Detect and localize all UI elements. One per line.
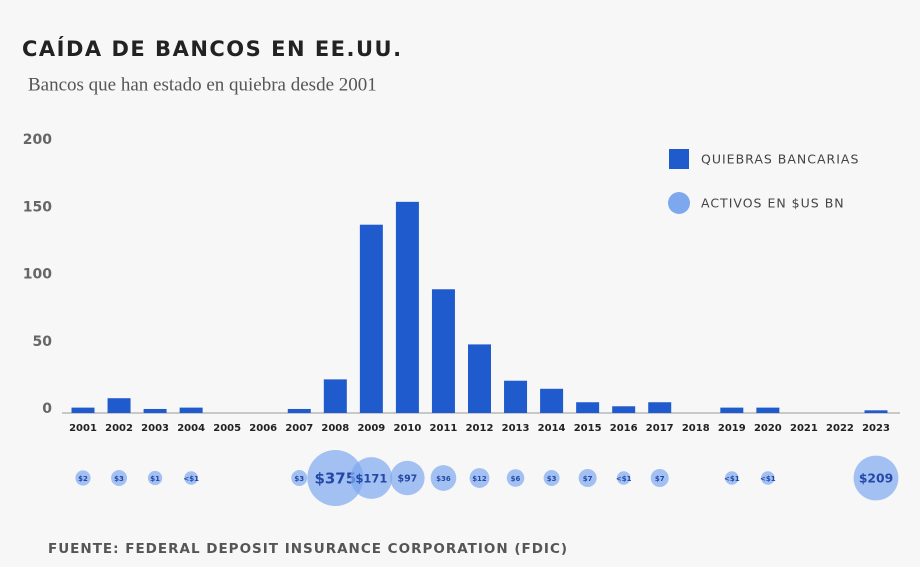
asset-bubble: [291, 470, 308, 486]
bar: [143, 408, 167, 413]
bar: [431, 289, 455, 413]
bar: [576, 402, 600, 413]
y-tick-label: 200: [23, 132, 52, 148]
x-tick-label: 2006: [249, 423, 277, 434]
bar: [720, 407, 744, 413]
x-tick-label: 2005: [213, 423, 241, 434]
bubble-label: $171: [355, 472, 387, 486]
y-tick-label: 50: [33, 334, 53, 350]
bar: [540, 388, 564, 413]
bubble-label: $7: [583, 475, 593, 483]
bar: [756, 407, 780, 413]
chart-subtitle: Bancos que han estado en quiebra desde 2…: [28, 74, 377, 95]
asset-bubble: [469, 468, 490, 488]
x-tick-label: 2022: [826, 423, 854, 434]
bar: [864, 410, 888, 413]
x-tick-label: 2001: [69, 423, 97, 434]
asset-bubble: [111, 470, 128, 486]
bubble-label: <$1: [616, 475, 632, 483]
bar: [323, 379, 347, 413]
asset-bubble: [761, 471, 775, 485]
x-tick-label: 2016: [610, 423, 638, 434]
bubble-label: $3: [547, 475, 557, 483]
bubble-label: $2: [78, 475, 88, 483]
source: FUENTE: FEDERAL DEPOSIT INSURANCE CORPOR…: [48, 541, 568, 557]
x-tick-label: 2011: [430, 423, 458, 434]
bubble-label: $6: [511, 475, 521, 483]
asset-bubble: [430, 465, 457, 491]
bar: [648, 402, 672, 413]
bubble-label: $36: [436, 474, 451, 483]
asset-bubble: [307, 450, 364, 506]
bar: [287, 408, 311, 413]
x-tick-label: 2018: [682, 423, 710, 434]
bubble-label: $209: [859, 472, 893, 486]
x-tick-label: 2019: [718, 423, 746, 434]
bubble-label: $3: [294, 475, 304, 483]
x-tick-label: 2004: [177, 423, 205, 434]
asset-bubble: [390, 460, 425, 496]
bar: [359, 224, 383, 413]
x-tick-label: 2010: [393, 423, 421, 434]
bar: [395, 201, 419, 413]
legend-label: QUIEBRAS BANCARIAS: [701, 152, 859, 167]
bar: [468, 344, 491, 413]
bubble-label: $7: [655, 475, 665, 483]
asset-bubble: [725, 471, 739, 485]
x-tick-label: 2003: [141, 423, 169, 434]
bar: [504, 380, 528, 413]
asset-bubble: [853, 455, 899, 501]
x-tick-label: 2009: [357, 423, 385, 434]
x-tick-label: 2015: [574, 423, 602, 434]
x-tick-label: 2021: [790, 423, 818, 434]
legend-label: ACTIVOS EN $US BN: [701, 196, 845, 211]
x-tick-label: 2014: [538, 423, 566, 434]
asset-bubble: [147, 470, 163, 486]
bubble-label: $97: [398, 474, 418, 485]
chart-title: CAÍDA DE BANCOS EN EE.UU.: [22, 36, 403, 61]
asset-bubble: [616, 471, 631, 485]
bar: [107, 398, 131, 413]
bar: [179, 407, 203, 413]
asset-bubble: [75, 470, 91, 486]
asset-bubble: [350, 457, 393, 499]
bubble-label: $1: [150, 475, 160, 483]
asset-bubble: [650, 468, 669, 488]
x-tick-label: 2008: [321, 423, 349, 434]
bubble-label: $12: [472, 475, 487, 483]
asset-bubble: [543, 470, 560, 486]
x-tick-label: 2017: [646, 423, 674, 434]
asset-bubble: [184, 471, 198, 485]
x-tick-label: 2002: [105, 423, 133, 434]
bubble-label: <$1: [760, 475, 776, 483]
bubble-label: $375: [314, 470, 356, 488]
y-tick-label: 0: [42, 401, 52, 417]
legend-swatch: [669, 149, 689, 169]
asset-bubble: [578, 468, 597, 488]
x-tick-label: 2012: [466, 423, 494, 434]
x-tick-label: 2020: [754, 423, 782, 434]
x-tick-label: 2007: [285, 423, 313, 434]
y-tick-label: 150: [23, 199, 52, 215]
y-tick-label: 100: [23, 267, 52, 283]
x-tick-label: 2013: [502, 423, 530, 434]
x-tick-label: 2023: [862, 423, 890, 434]
bar: [71, 407, 95, 413]
bubble-label: <$1: [183, 475, 199, 483]
legend-swatch: [668, 192, 690, 214]
bar: [612, 406, 636, 413]
bubble-label: <$1: [724, 475, 740, 483]
bubble-label: $3: [114, 475, 124, 483]
asset-bubble: [506, 469, 525, 487]
